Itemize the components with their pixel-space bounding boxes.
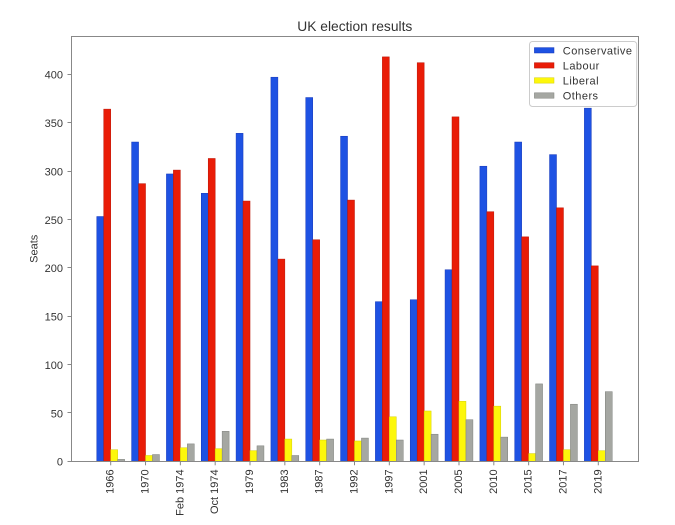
svg-text:Feb 1974: Feb 1974 [174,469,186,515]
svg-text:2019: 2019 [592,469,604,493]
svg-text:UK election results: UK election results [297,19,412,34]
svg-text:200: 200 [45,263,63,275]
svg-text:Others: Others [563,91,599,103]
svg-text:1983: 1983 [279,469,291,493]
svg-text:Oct 1974: Oct 1974 [209,469,221,514]
svg-text:350: 350 [45,118,63,130]
svg-text:100: 100 [45,360,63,372]
svg-text:0: 0 [57,457,63,469]
svg-text:150: 150 [45,312,63,324]
svg-text:Conservative: Conservative [563,45,633,57]
svg-text:Liberal: Liberal [563,75,599,87]
svg-text:2005: 2005 [453,469,465,493]
svg-text:1966: 1966 [105,469,117,493]
svg-text:2017: 2017 [557,469,569,493]
svg-text:2001: 2001 [418,469,430,493]
svg-text:1997: 1997 [383,469,395,493]
svg-text:250: 250 [45,215,63,227]
svg-text:1992: 1992 [349,469,361,493]
svg-text:400: 400 [45,70,63,82]
svg-text:Labour: Labour [563,60,600,72]
svg-text:Seats: Seats [29,234,41,263]
svg-text:1970: 1970 [140,469,152,493]
svg-text:1979: 1979 [244,469,256,493]
svg-text:2010: 2010 [488,469,500,493]
svg-text:1987: 1987 [314,469,326,493]
svg-text:50: 50 [51,408,63,420]
svg-text:300: 300 [45,166,63,178]
svg-text:2015: 2015 [523,469,535,493]
